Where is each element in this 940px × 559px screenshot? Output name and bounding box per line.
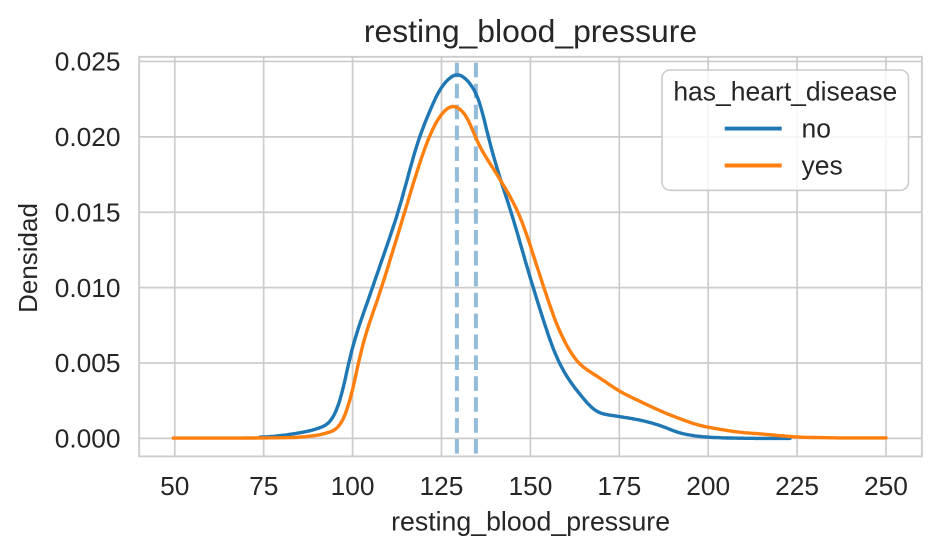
svg-text:225: 225 [775, 471, 819, 501]
svg-text:0.020: 0.020 [55, 122, 121, 152]
svg-text:resting_blood_pressure: resting_blood_pressure [391, 507, 670, 537]
svg-text:200: 200 [686, 471, 730, 501]
svg-text:0.025: 0.025 [55, 47, 121, 77]
svg-text:Densidad: Densidad [13, 203, 43, 313]
svg-text:100: 100 [331, 471, 375, 501]
svg-text:0.015: 0.015 [55, 197, 121, 227]
svg-text:50: 50 [160, 471, 189, 501]
svg-text:125: 125 [420, 471, 464, 501]
svg-text:150: 150 [508, 471, 552, 501]
svg-text:0.005: 0.005 [55, 348, 121, 378]
svg-text:0.010: 0.010 [55, 273, 121, 303]
svg-text:yes: yes [802, 151, 843, 181]
svg-text:175: 175 [597, 471, 641, 501]
svg-text:250: 250 [864, 471, 908, 501]
svg-text:resting_blood_pressure: resting_blood_pressure [364, 13, 697, 49]
svg-text:0.000: 0.000 [55, 424, 121, 454]
svg-text:no: no [802, 114, 831, 144]
svg-text:has_heart_disease: has_heart_disease [673, 77, 897, 107]
svg-text:75: 75 [249, 471, 278, 501]
